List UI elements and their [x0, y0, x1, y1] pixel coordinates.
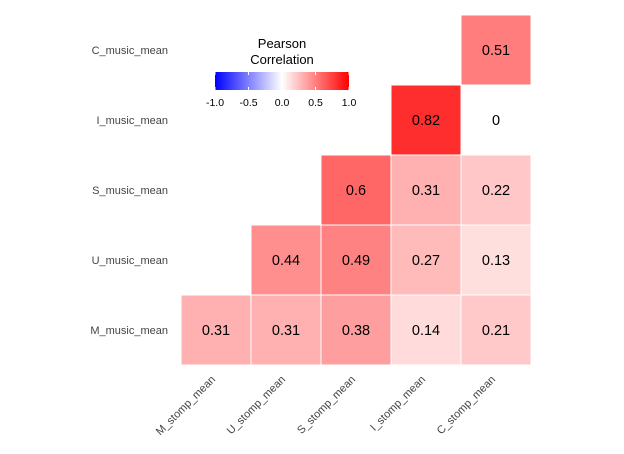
cell-value-label: 0.49 [342, 253, 370, 269]
heatmap-cell [180, 294, 252, 366]
y-axis-tick-label: I_music_mean [96, 115, 168, 127]
heatmap-cell [460, 154, 532, 226]
cell-value-label: 0.21 [482, 323, 510, 339]
legend-tick-label: -0.5 [239, 97, 257, 109]
heatmap-cell [320, 154, 392, 226]
legend-tick-label: 0.5 [308, 97, 323, 109]
x-axis-tick-label: C_stomp_mean [435, 374, 498, 437]
x-axis-tick-label: U_stomp_mean [225, 374, 288, 437]
legend-tick-label: 0.0 [275, 97, 290, 109]
y-axis-labels: M_music_mean U_music_mean S_music_mean I_mu… [90, 45, 168, 337]
legend-title-line-2: Correlation [250, 52, 314, 67]
legend-tick-label: 1.0 [342, 97, 357, 109]
heatmap-cell [460, 14, 532, 86]
cell-value-label: 0.51 [482, 43, 510, 59]
y-axis-tick-label: S_music_mean [92, 185, 168, 197]
cell-value-label: 0.38 [342, 323, 370, 339]
cell-value-label: 0.44 [272, 253, 300, 269]
heatmap-cell [390, 84, 462, 156]
legend-tick-label: -1.0 [206, 97, 224, 109]
heatmap-cell [250, 224, 322, 296]
legend-colorbar [215, 72, 349, 90]
y-axis-tick-label: U_music_mean [92, 255, 168, 267]
x-axis-tick-label: M_stomp_mean [154, 374, 218, 438]
heatmap-cells: 0.31 0.31 0.38 0.14 0.21 0.44 0.49 0.27 0.13 0.6 0… [180, 14, 532, 366]
heatmap-cell [460, 224, 532, 296]
legend-title-line-1: Pearson [258, 36, 306, 51]
heatmap-cell [250, 294, 322, 366]
heatmap-cell [460, 294, 532, 366]
x-axis-tick-label: I_stomp_mean [368, 374, 428, 434]
y-axis-tick-label: M_music_mean [90, 325, 168, 337]
heatmap-cell [390, 224, 462, 296]
cell-value-label: 0.27 [412, 253, 440, 269]
cell-value-label: 0.82 [412, 113, 440, 129]
heatmap-cell [390, 294, 462, 366]
legend-ticks: -1.0 -0.5 0.0 0.5 1.0 [206, 72, 356, 109]
x-axis-tick-label: S_stomp_mean [295, 374, 358, 437]
y-axis-tick-label: C_music_mean [92, 45, 168, 57]
cell-value-label: 0.31 [412, 183, 440, 199]
cell-value-label: 0 [492, 113, 500, 129]
cell-value-label: 0.31 [202, 323, 230, 339]
cell-value-label: 0.22 [482, 183, 510, 199]
cell-value-label: 0.14 [412, 323, 440, 339]
heatmap-cell [320, 224, 392, 296]
cell-value-label: 0.6 [346, 183, 366, 199]
cell-value-label: 0.13 [482, 253, 510, 269]
cell-value-label: 0.31 [272, 323, 300, 339]
x-axis-labels: M_stomp_mean U_stomp_mean S_stomp_mean I_st… [154, 374, 498, 438]
color-legend: Pearson Correlation -1.0 -0.5 0.0 0.5 1.0 [206, 36, 356, 109]
